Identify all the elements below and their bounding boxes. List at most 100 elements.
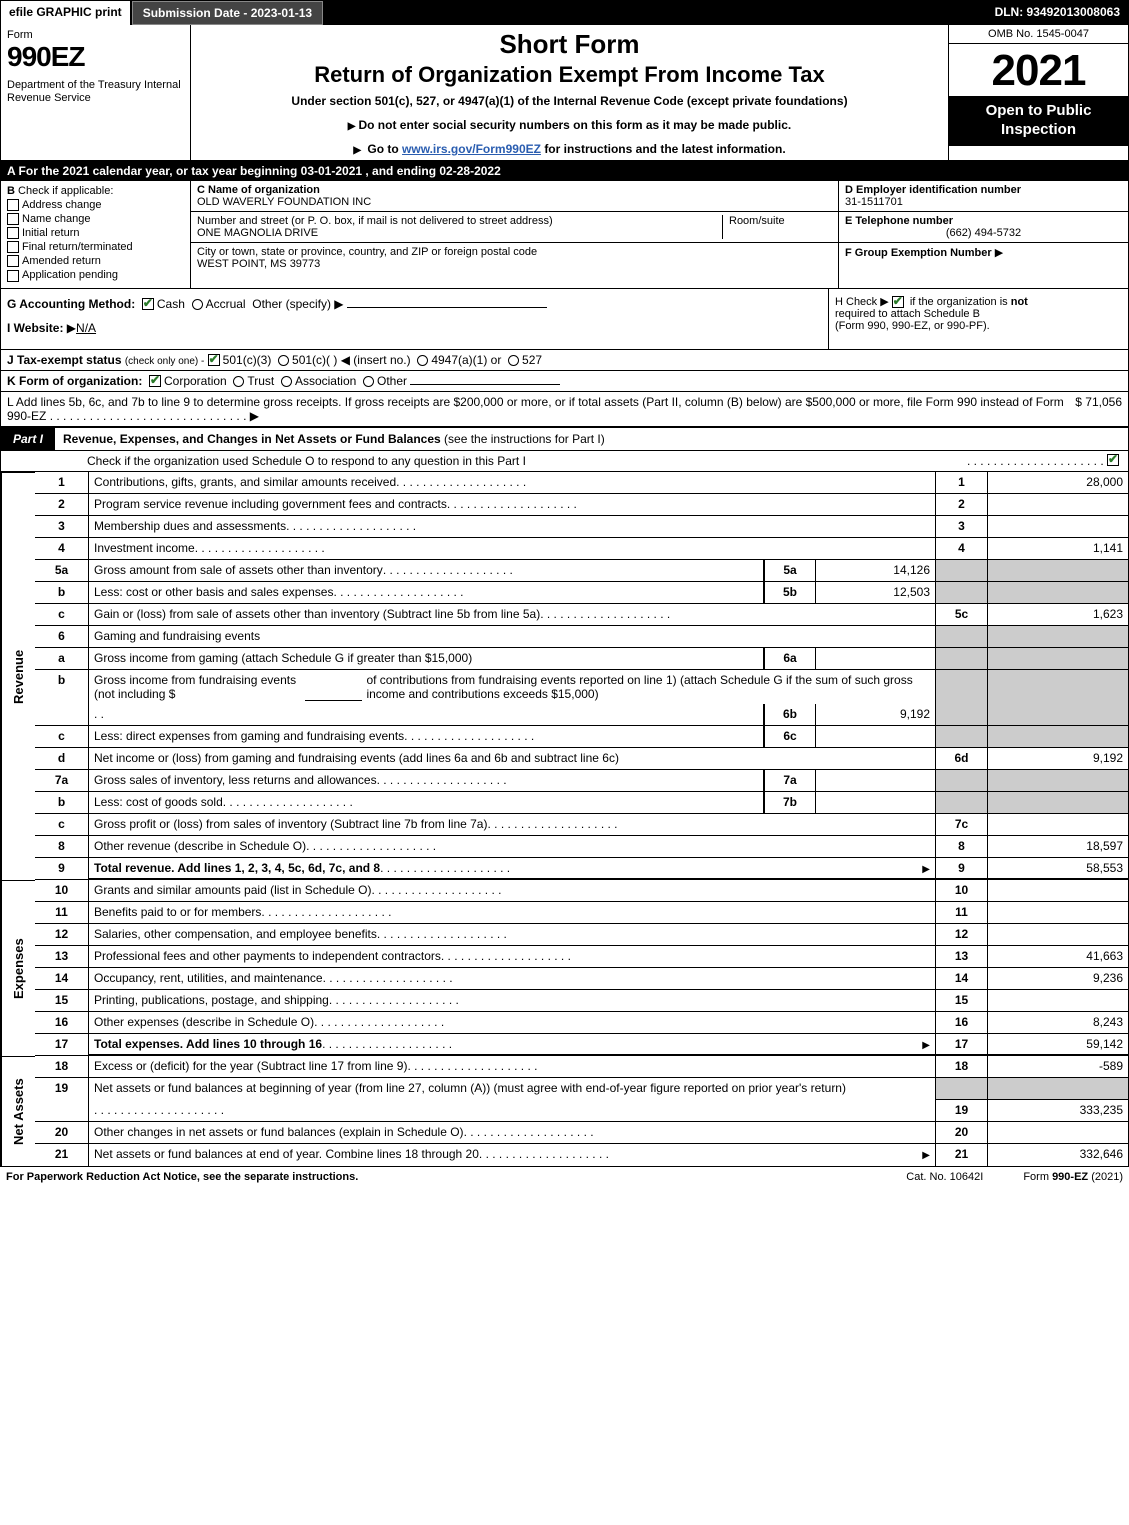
r6-shade2: [988, 626, 1128, 648]
h-pre: H Check ▶: [835, 296, 889, 308]
r19-rn: 19: [936, 1100, 988, 1122]
org-city: WEST POINT, MS 39773: [197, 258, 832, 270]
cb-initial-return[interactable]: Initial return: [7, 227, 184, 239]
r18-desc: Excess or (deficit) for the year (Subtra…: [89, 1056, 936, 1078]
r7a-shade1: [936, 770, 988, 792]
cb-501c3[interactable]: [208, 354, 220, 366]
page-footer: For Paperwork Reduction Act Notice, see …: [0, 1167, 1129, 1187]
cb-name-change[interactable]: Name change: [7, 213, 184, 225]
r6c-shade1: [936, 726, 988, 748]
i-label: I Website:: [7, 321, 63, 335]
r21-desc: Net assets or fund balances at end of ye…: [89, 1144, 936, 1166]
goto-line: Go to www.irs.gov/Form990EZ for instruct…: [197, 142, 942, 156]
k-label: K Form of organization:: [7, 374, 142, 388]
cb-final-return[interactable]: Final return/terminated: [7, 241, 184, 253]
j-501c3: 501(c)(3): [223, 353, 272, 367]
room-suite-label: Room/suite: [722, 215, 832, 239]
r19-amt: 333,235: [988, 1100, 1128, 1122]
j-527: 527: [522, 353, 542, 367]
rb-527[interactable]: [508, 355, 519, 366]
goto-post: for instructions and the latest informat…: [544, 142, 785, 156]
r2-rn: 2: [936, 494, 988, 516]
form-number: 990EZ: [7, 41, 184, 73]
part-i-header: Part I Revenue, Expenses, and Changes in…: [1, 427, 1128, 451]
r13-amt: 41,663: [988, 946, 1128, 968]
part-i-grid: Revenue 1 Contributions, gifts, grants, …: [1, 472, 1128, 1166]
r12-num: 12: [35, 924, 89, 946]
side-netassets: Net Assets: [1, 1056, 35, 1166]
line-k: K Form of organization: Corporation Trus…: [1, 371, 1128, 392]
website: N/A: [76, 321, 96, 335]
rb-accrual[interactable]: [192, 299, 203, 310]
e-label: E Telephone number: [845, 215, 1122, 227]
section-d-e-f: D Employer identification number 31-1511…: [838, 181, 1128, 288]
rb-trust[interactable]: [233, 376, 244, 387]
r8-desc: Other revenue (describe in Schedule O): [89, 836, 936, 858]
r5c-rn: 5c: [936, 604, 988, 626]
r16-rn: 16: [936, 1012, 988, 1034]
r6a-desc: Gross income from gaming (attach Schedul…: [89, 648, 764, 670]
r12-desc: Salaries, other compensation, and employ…: [89, 924, 936, 946]
rb-other[interactable]: [363, 376, 374, 387]
k-trust: Trust: [247, 374, 274, 388]
r19-num: 19: [35, 1078, 89, 1122]
short-form-title: Short Form: [197, 29, 942, 60]
goto-pre: Go to: [367, 142, 402, 156]
r5b-shade2: [988, 582, 1128, 604]
department: Department of the Treasury Internal Reve…: [7, 79, 184, 105]
r15-amt: [988, 990, 1128, 1012]
r8-num: 8: [35, 836, 89, 858]
f-label: F Group Exemption Number: [845, 247, 992, 259]
r20-num: 20: [35, 1122, 89, 1144]
r21-amt: 332,646: [988, 1144, 1128, 1166]
r3-desc: Membership dues and assessments: [89, 516, 936, 538]
cb-application-pending[interactable]: Application pending: [7, 269, 184, 281]
part-i-note: (see the instructions for Part I): [444, 432, 605, 446]
r6d-num: d: [35, 748, 89, 770]
r16-desc: Other expenses (describe in Schedule O): [89, 1012, 936, 1034]
r6d-desc: Net income or (loss) from gaming and fun…: [89, 748, 936, 770]
cb-cash[interactable]: [142, 298, 154, 310]
r7c-num: c: [35, 814, 89, 836]
r6b-sn: 6b: [764, 704, 816, 726]
cb-schedule-b[interactable]: [892, 296, 904, 308]
cb-address-change[interactable]: Address change: [7, 199, 184, 211]
cb-schedule-o[interactable]: [1107, 454, 1119, 466]
r6a-num: a: [35, 648, 89, 670]
r7c-desc: Gross profit or (loss) from sales of inv…: [89, 814, 936, 836]
g-label: G Accounting Method:: [7, 297, 135, 311]
r7a-sv: [816, 770, 936, 792]
telephone: (662) 494-5732: [845, 227, 1122, 239]
k-corp: Corporation: [164, 374, 227, 388]
j-4947: 4947(a)(1) or: [431, 353, 501, 367]
r11-desc: Benefits paid to or for members: [89, 902, 936, 924]
r6b-shade2: [988, 670, 1128, 726]
r7a-sn: 7a: [764, 770, 816, 792]
r5a-desc: Gross amount from sale of assets other t…: [89, 560, 764, 582]
r7a-num: 7a: [35, 770, 89, 792]
footer-left: For Paperwork Reduction Act Notice, see …: [6, 1171, 866, 1183]
efile-print-button[interactable]: efile GRAPHIC print: [1, 1, 132, 25]
r7a-shade2: [988, 770, 1128, 792]
r18-num: 18: [35, 1056, 89, 1078]
rb-4947[interactable]: [417, 355, 428, 366]
cb-corporation[interactable]: [149, 375, 161, 387]
r9-desc: Total revenue. Add lines 1, 2, 3, 4, 5c,…: [89, 858, 936, 880]
top-bar: efile GRAPHIC print Submission Date - 20…: [1, 1, 1128, 25]
r2-num: 2: [35, 494, 89, 516]
submission-date: Submission Date - 2023-01-13: [132, 1, 323, 25]
r7b-shade1: [936, 792, 988, 814]
j-note: (check only one) -: [125, 356, 204, 367]
org-address: ONE MAGNOLIA DRIVE: [197, 227, 722, 239]
cb-amended-return[interactable]: Amended return: [7, 255, 184, 267]
r7b-num: b: [35, 792, 89, 814]
rb-association[interactable]: [281, 376, 292, 387]
j-insert: (insert no.): [353, 353, 410, 367]
irs-link[interactable]: www.irs.gov/Form990EZ: [402, 142, 541, 156]
part-i-check-text: Check if the organization used Schedule …: [87, 454, 967, 468]
r7c-amt: [988, 814, 1128, 836]
r9-amt: 58,553: [988, 858, 1128, 880]
ssn-warning-text: Do not enter social security numbers on …: [358, 118, 791, 132]
r6c-shade2: [988, 726, 1128, 748]
rb-501c[interactable]: [278, 355, 289, 366]
